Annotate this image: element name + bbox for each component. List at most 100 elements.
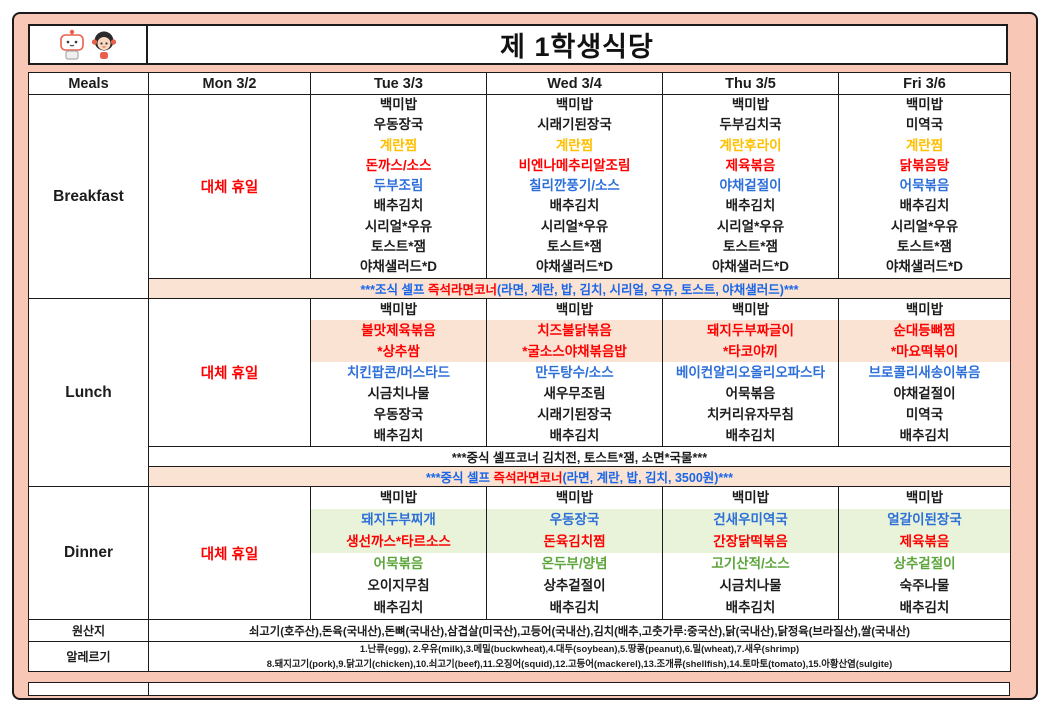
page-title: 제 1학생식당 — [146, 24, 1008, 65]
empty-bottom-cell-right — [149, 683, 1009, 695]
menu-item: 토스트*잼 — [547, 239, 602, 255]
menu-item: 어묵볶음 — [373, 556, 424, 571]
note-segment: ***중식 셀프 — [425, 471, 494, 485]
origin-label: 원산지 — [28, 619, 149, 642]
header-wed: Wed 3/4 — [486, 72, 663, 95]
lunch-self-corner-note: ***중식 셀프코너 김치전, 토스트*잼, 소면*국물*** — [148, 446, 1011, 467]
breakfast-note-row: ***조식 셀프 즉석라면코너(라면, 계란, 밥, 김치, 시리얼, 우유, … — [29, 278, 1011, 299]
menu-item: 백미밥 — [379, 490, 418, 505]
menu-item: 우동장국 — [373, 407, 424, 422]
menu-item: 시리얼*우유 — [540, 218, 609, 234]
menu-item: 토스트*잼 — [897, 239, 952, 255]
menu-item: 치즈불닭볶음 — [487, 320, 662, 341]
note-segment: (라면, 계란, 밥, 김치, 시리얼, 우유, 토스트, 야채샐러드)*** — [497, 283, 799, 297]
empty-bottom-cell-left — [29, 683, 149, 695]
lunch-wed-cell: 백미밥 치즈불닭볶음 *굴소스야채볶음밥 만두탕수/소스 새우무조림 시래기된장국 배추김치 — [486, 298, 663, 447]
header-thu: Thu 3/5 — [662, 72, 839, 95]
lunch-row: Lunch 대체 휴일 백미밥 불맛제육볶음 *상추쌈 치킨팝콘/머스타드 시금치나물 우… — [28, 298, 1011, 487]
breakfast-wed-cell: 백미밥 시래기된장국 계란찜 비엔나메추리알조림 칠리깐풍기/소스 배추김치 시리얼*우유 토… — [486, 94, 663, 279]
menu-item: 시금치나물 — [719, 578, 782, 593]
menu-item: 미역국 — [905, 407, 944, 422]
dinner-fri-cell: 백미밥 얼갈이된장국 제육볶음 상추겉절이 숙주나물 배추김치 — [838, 486, 1011, 620]
dinner-label: Dinner — [28, 486, 149, 620]
breakfast-thu-cell: 백미밥 두부김치국 계란후라이 제육볶음 야채겉절이 배추김치 시리얼*우유 토스트*잼 야채샐… — [662, 94, 839, 279]
menu-item: 새우무조림 — [543, 386, 606, 401]
menu-item: 야채샐러드*D — [711, 259, 790, 275]
menu-item: 상추겉절이 — [893, 556, 956, 571]
menu-item: 시금치나물 — [367, 386, 430, 401]
menu-item: 토스트*잼 — [371, 239, 426, 255]
lunch-mon-holiday: 대체 휴일 — [148, 298, 311, 447]
menu-item: 치커리유자무침 — [707, 407, 794, 422]
menu-item: 어묵볶음 — [899, 178, 950, 194]
menu-item: 야채샐러드*D — [535, 259, 614, 275]
lunch-fri-cell: 백미밥 순대등뼈찜 *마요떡볶이 브로콜리새송이볶음 야채겉절이 미역국 배추김치 — [838, 298, 1011, 447]
menu-item: 배추김치 — [899, 600, 950, 615]
menu-item: 시래기된장국 — [537, 407, 612, 422]
menu-item: 숙주나물 — [899, 578, 950, 593]
menu-item: 시리얼*우유 — [364, 218, 433, 234]
menu-item: *상추쌈 — [311, 341, 486, 362]
menu-item: 백미밥 — [905, 490, 944, 505]
lunch-thu-cell: 백미밥 돼지두부짜글이 *타코야끼 베이컨알리오올리오파스타 어묵볶음 치커리유자무침 배추… — [662, 298, 839, 447]
dinner-row: Dinner 대체 휴일 백미밥 돼지두부찌개 생선까스*타르소스 어묵볶음 오이지무침… — [28, 486, 1011, 620]
lunch-tue-cell: 백미밥 불맛제육볶음 *상추쌈 치킨팝콘/머스타드 시금치나물 우동장국 배추김치 — [310, 298, 487, 447]
lunch-label: Lunch — [28, 298, 149, 487]
dinner-thu-cell: 백미밥 건새우미역국 간장닭떡볶음 고기산적/소스 시금치나물 배추김치 — [662, 486, 839, 620]
menu-item: 오이지무침 — [367, 578, 430, 593]
menu-item: 돼지두부찌개 — [311, 509, 486, 531]
menu-item: 고기산적/소스 — [711, 556, 790, 571]
menu-item: 토스트*잼 — [723, 239, 778, 255]
menu-item: 만두탕수/소스 — [535, 365, 614, 380]
menu-item: 브로콜리새송이볶음 — [868, 365, 981, 380]
allergy-text: 1.난류(egg), 2.우유(milk),3.메밀(buckwheat),4.… — [148, 641, 1011, 672]
breakfast-mon-holiday: 대체 휴일 — [148, 94, 311, 279]
empty-bottom-row — [28, 682, 1010, 696]
menu-item: 불맛제육볶음 — [311, 320, 486, 341]
breakfast-row: Breakfast 대체 휴일 백미밥 우동장국 계란찜 돈까스/소스 두부조림 배추김치… — [28, 94, 1011, 299]
header-row: Meals Mon 3/2 Tue 3/3 Wed 3/4 Thu 3/5 Fr… — [28, 72, 1011, 95]
menu-item: 배추김치 — [373, 198, 424, 214]
lunch-self-corner-row: ***중식 셀프코너 김치전, 토스트*잼, 소면*국물*** — [29, 446, 1011, 467]
menu-item: 닭볶음탕 — [899, 157, 950, 173]
menu-item: 두부김치국 — [719, 117, 782, 133]
allergy-line-2: 8.돼지고기(pork),9.닭고기(chicken),10.쇠고기(beef)… — [266, 657, 893, 669]
breakfast-self-ramen-note: ***조식 셀프 즉석라면코너(라면, 계란, 밥, 김치, 시리얼, 우유, … — [148, 278, 1011, 299]
allergy-label: 알레르기 — [28, 641, 149, 672]
note-segment: ***조식 셀프 — [360, 283, 428, 297]
menu-item: 계란후라이 — [719, 137, 782, 153]
menu-item: 계란찜 — [555, 137, 594, 153]
origin-row: 원산지 쇠고기(호주산),돈육(국내산),돈뼈(국내산),삼겹살(미국산),고등… — [28, 619, 1011, 642]
menu-item: 백미밥 — [555, 490, 594, 505]
menu-item: 두부조림 — [373, 178, 424, 194]
header-tue: Tue 3/3 — [310, 72, 487, 95]
menu-item: 야채샐러드*D — [359, 259, 438, 275]
menu-item: *굴소스야채볶음밥 — [487, 341, 662, 362]
menu-item: 건새우미역국 — [663, 509, 838, 531]
menu-item: 배추김치 — [725, 600, 776, 615]
note-segment: 즉석라면코너 — [493, 471, 563, 485]
menu-item: 백미밥 — [731, 490, 770, 505]
header-mon: Mon 3/2 — [148, 72, 311, 95]
menu-item: 순대등뼈찜 — [839, 320, 1010, 341]
robot-mascot-icon — [60, 29, 84, 60]
lunch-ramen-note-row: ***중식 셀프 즉석라면코너(라면, 계란, 밥, 김치, 3500원)*** — [29, 466, 1011, 487]
menu-item: 돈까스/소스 — [365, 157, 432, 173]
logo-box — [28, 24, 148, 65]
menu-item: 백미밥 — [731, 97, 770, 112]
menu-panel: 제 1학생식당 Meals Mon 3/2 Tue 3/3 Wed 3/4 Th… — [12, 12, 1038, 700]
header-fri: Fri 3/6 — [838, 72, 1011, 95]
menu-item: 비엔나메추리알조림 — [518, 157, 631, 173]
menu-item: 우동장국 — [373, 117, 424, 133]
menu-item: 얼갈이된장국 — [839, 509, 1010, 531]
menu-item: 야채샐러드*D — [885, 259, 964, 275]
menu-item: 백미밥 — [905, 302, 944, 317]
breakfast-tue-cell: 백미밥 우동장국 계란찜 돈까스/소스 두부조림 배추김치 시리얼*우유 토스트*잼 야채샐러드… — [310, 94, 487, 279]
menu-item: 시리얼*우유 — [716, 218, 785, 234]
header-meals: Meals — [28, 72, 149, 95]
menu-item: 배추김치 — [549, 428, 600, 443]
menu-item: 우동장국 — [487, 509, 662, 531]
note-segment: 즉석라면코너 — [427, 283, 497, 297]
menu-item: 시래기된장국 — [537, 117, 612, 133]
allergy-line-1: 1.난류(egg), 2.우유(milk),3.메밀(buckwheat),4.… — [359, 643, 800, 655]
